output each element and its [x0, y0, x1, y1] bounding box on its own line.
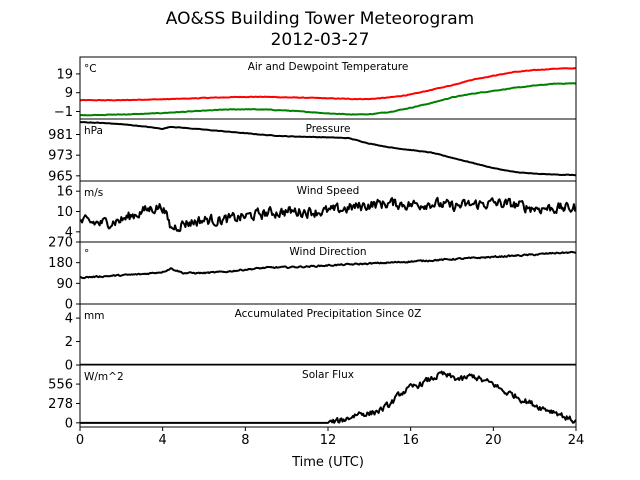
- panel-temperature: 19 9 −1 °C Air and Dewpoint Temperature: [54, 56, 577, 120]
- panel-title: Pressure: [306, 123, 351, 135]
- panel-precipitation: 4 2 0 mm Accumulated Precipitation Since 0Z: [65, 303, 577, 374]
- panel-title: Wind Direction: [289, 246, 366, 258]
- y-tick-label: 4: [65, 312, 73, 327]
- series-speed: [80, 196, 576, 233]
- panel-unit: °: [84, 248, 89, 260]
- y-tick-label: 180: [48, 256, 73, 271]
- x-tick-label: 8: [241, 433, 249, 448]
- y-tick-label: 2: [65, 335, 73, 350]
- panel-unit: hPa: [84, 125, 103, 137]
- x-tick-label: 0: [76, 433, 84, 448]
- y-tick-label: 0: [65, 416, 73, 431]
- x-tick-label: 12: [320, 433, 337, 448]
- x-axis-label: Time (UTC): [291, 455, 364, 470]
- panel-title: Accumulated Precipitation Since 0Z: [235, 308, 422, 320]
- series-air: [80, 67, 576, 102]
- x-tick-label: 20: [485, 433, 502, 448]
- series-direction: [80, 250, 576, 280]
- y-tick-label: 965: [48, 169, 73, 184]
- y-tick-label: 981: [48, 128, 73, 143]
- panel-unit: mm: [84, 310, 104, 322]
- y-tick-label: 270: [48, 236, 73, 251]
- y-tick-label: 19: [56, 67, 73, 82]
- y-tick-label: 90: [56, 277, 73, 292]
- panel-solar: 556 278 0 W/m^2 Solar Flux: [48, 364, 577, 431]
- series-dewpoint: [80, 82, 576, 117]
- panel-pressure: 981 973 965 hPa Pressure: [48, 118, 577, 184]
- panel-unit: W/m^2: [84, 371, 124, 383]
- series-pressure: [80, 121, 576, 177]
- chart-title: AO&SS Building Tower Meteorogram: [166, 9, 474, 29]
- y-tick-label: 556: [48, 378, 73, 393]
- y-tick-label: 0: [65, 298, 73, 313]
- x-tick-label: 16: [402, 433, 419, 448]
- y-tick-label: 0: [65, 359, 73, 374]
- y-tick-label: 4: [65, 225, 73, 240]
- x-tick-label: 24: [568, 433, 585, 448]
- y-tick-label: −1: [54, 105, 73, 120]
- x-axis: 0 4 8 12 16 20 24: [76, 427, 584, 448]
- y-tick-label: 9: [65, 86, 73, 101]
- y-tick-label: 16: [56, 185, 73, 200]
- panel-unit: m/s: [84, 187, 103, 199]
- y-tick-label: 10: [56, 205, 73, 220]
- panels-group: 19 9 −1 °C Air and Dewpoint Temperature 981 97…: [48, 56, 577, 431]
- series-solar: [80, 370, 576, 424]
- panel-title: Air and Dewpoint Temperature: [248, 61, 409, 73]
- chart-subtitle: 2012-03-27: [271, 30, 370, 50]
- panel-title: Wind Speed: [297, 185, 360, 197]
- y-tick-label: 278: [48, 397, 73, 412]
- y-tick-label: 973: [48, 149, 73, 164]
- x-tick-label: 4: [159, 433, 167, 448]
- panel-unit: °C: [84, 63, 97, 75]
- panel-title: Solar Flux: [302, 369, 354, 381]
